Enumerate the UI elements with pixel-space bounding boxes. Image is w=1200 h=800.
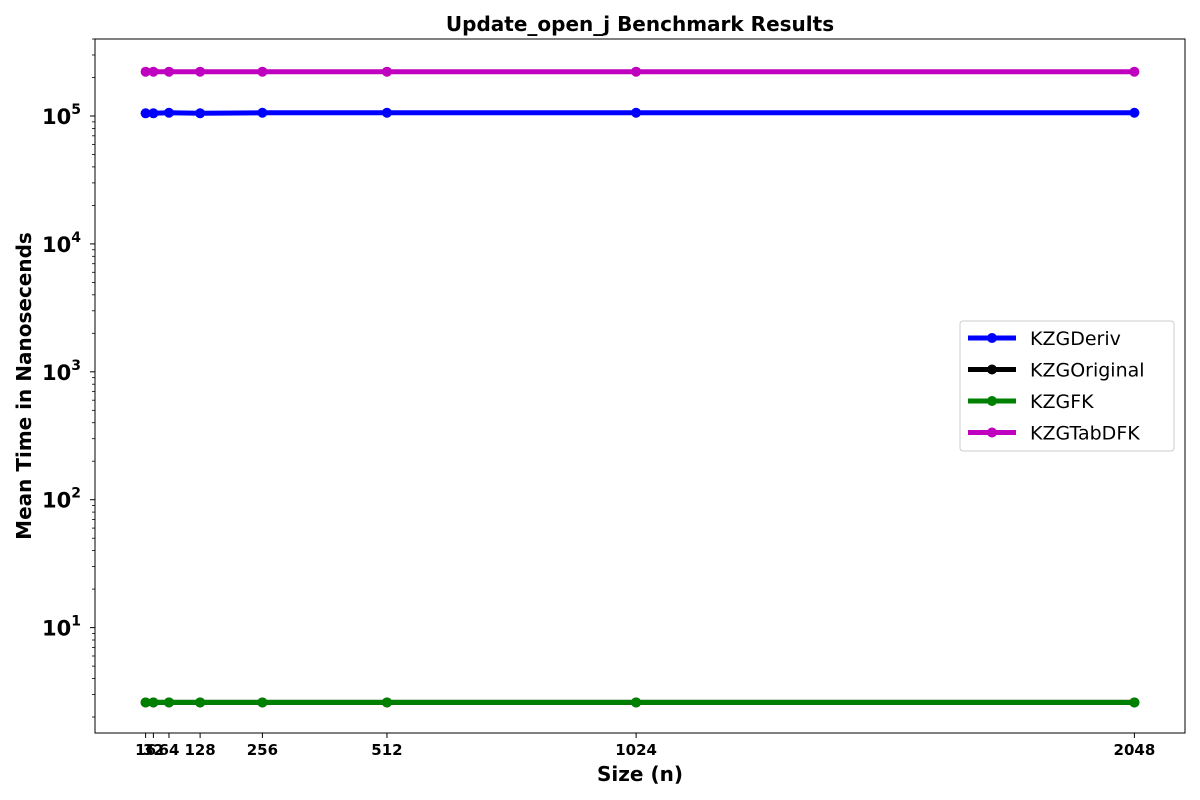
legend-label: KZGOriginal bbox=[1030, 360, 1145, 382]
x-tick-label: 2048 bbox=[1114, 741, 1156, 759]
legend-frame bbox=[959, 320, 1175, 452]
legend-swatch-marker bbox=[987, 396, 997, 406]
data-point bbox=[631, 66, 642, 77]
data-point bbox=[1129, 66, 1140, 77]
y-tick-base: 10 bbox=[42, 489, 71, 513]
legend-swatch-marker bbox=[987, 333, 997, 343]
y-tick-label: 101 bbox=[42, 614, 81, 641]
y-tick-exponent: 4 bbox=[71, 230, 81, 246]
x-tick-label: 1024 bbox=[615, 741, 657, 759]
series-0 bbox=[140, 107, 1140, 119]
y-tick-label: 104 bbox=[42, 230, 81, 257]
x-axis-label: Size (n) bbox=[597, 762, 683, 786]
x-tick-label: 32 bbox=[143, 741, 164, 759]
legend-label: KZGDeriv bbox=[1030, 328, 1121, 350]
y-tick-exponent: 5 bbox=[71, 102, 81, 118]
y-tick-base: 10 bbox=[42, 361, 71, 385]
y-tick-label: 102 bbox=[42, 486, 81, 513]
data-point bbox=[257, 66, 268, 77]
x-tick-label: 64 bbox=[159, 741, 180, 759]
legend-label: KZGTabDFK bbox=[1030, 423, 1140, 445]
data-point bbox=[381, 66, 392, 77]
legend-swatch-marker bbox=[987, 427, 997, 438]
y-tick-base: 10 bbox=[42, 105, 71, 129]
x-tick-label: 16 bbox=[135, 741, 156, 759]
data-point bbox=[140, 697, 151, 708]
data-point bbox=[195, 697, 206, 708]
y-tick-label: 105 bbox=[42, 102, 81, 129]
y-tick-exponent: 2 bbox=[71, 486, 81, 502]
y-tick-base: 10 bbox=[42, 617, 71, 641]
x-tick-label: 512 bbox=[371, 741, 402, 759]
series-layer bbox=[140, 66, 1140, 708]
legend: KZGDeriv KZGOriginal KZGFK KZGTabDFK bbox=[959, 320, 1175, 452]
data-point bbox=[148, 108, 159, 119]
data-point bbox=[195, 66, 206, 77]
y-tick-label: 103 bbox=[42, 358, 81, 385]
legend-label: KZGFK bbox=[1030, 391, 1094, 413]
data-point bbox=[140, 108, 151, 119]
data-point bbox=[163, 66, 174, 77]
data-point bbox=[195, 108, 206, 119]
x-tick-label: 256 bbox=[247, 741, 278, 759]
legend-item: KZGOriginal bbox=[968, 360, 1145, 382]
y-tick-base: 10 bbox=[42, 233, 71, 257]
y-axis-label: Mean Time in Nanosecends bbox=[12, 232, 36, 540]
data-point bbox=[140, 66, 151, 77]
legend-item: KZGTabDFK bbox=[968, 423, 1140, 445]
data-point bbox=[257, 697, 268, 708]
data-point bbox=[631, 697, 642, 708]
y-tick-exponent: 3 bbox=[71, 358, 81, 374]
chart-title: Update_open_j Benchmark Results bbox=[446, 12, 834, 36]
y-tick-exponent: 1 bbox=[71, 614, 81, 630]
data-point bbox=[1129, 107, 1140, 118]
data-point bbox=[163, 697, 174, 708]
data-point bbox=[381, 107, 392, 118]
data-point bbox=[148, 697, 159, 708]
data-point bbox=[163, 107, 174, 118]
series-3 bbox=[140, 66, 1140, 77]
legend-item: KZGDeriv bbox=[968, 328, 1121, 350]
legend-swatch-marker bbox=[987, 364, 997, 375]
x-tick-label: 128 bbox=[184, 741, 215, 759]
data-point bbox=[1129, 697, 1140, 708]
data-point bbox=[257, 107, 268, 118]
series-2 bbox=[140, 697, 1140, 708]
data-point bbox=[631, 107, 642, 118]
data-point bbox=[148, 66, 159, 77]
legend-item: KZGFK bbox=[968, 391, 1094, 413]
plot-area-frame bbox=[94, 38, 1186, 734]
data-point bbox=[381, 697, 392, 708]
